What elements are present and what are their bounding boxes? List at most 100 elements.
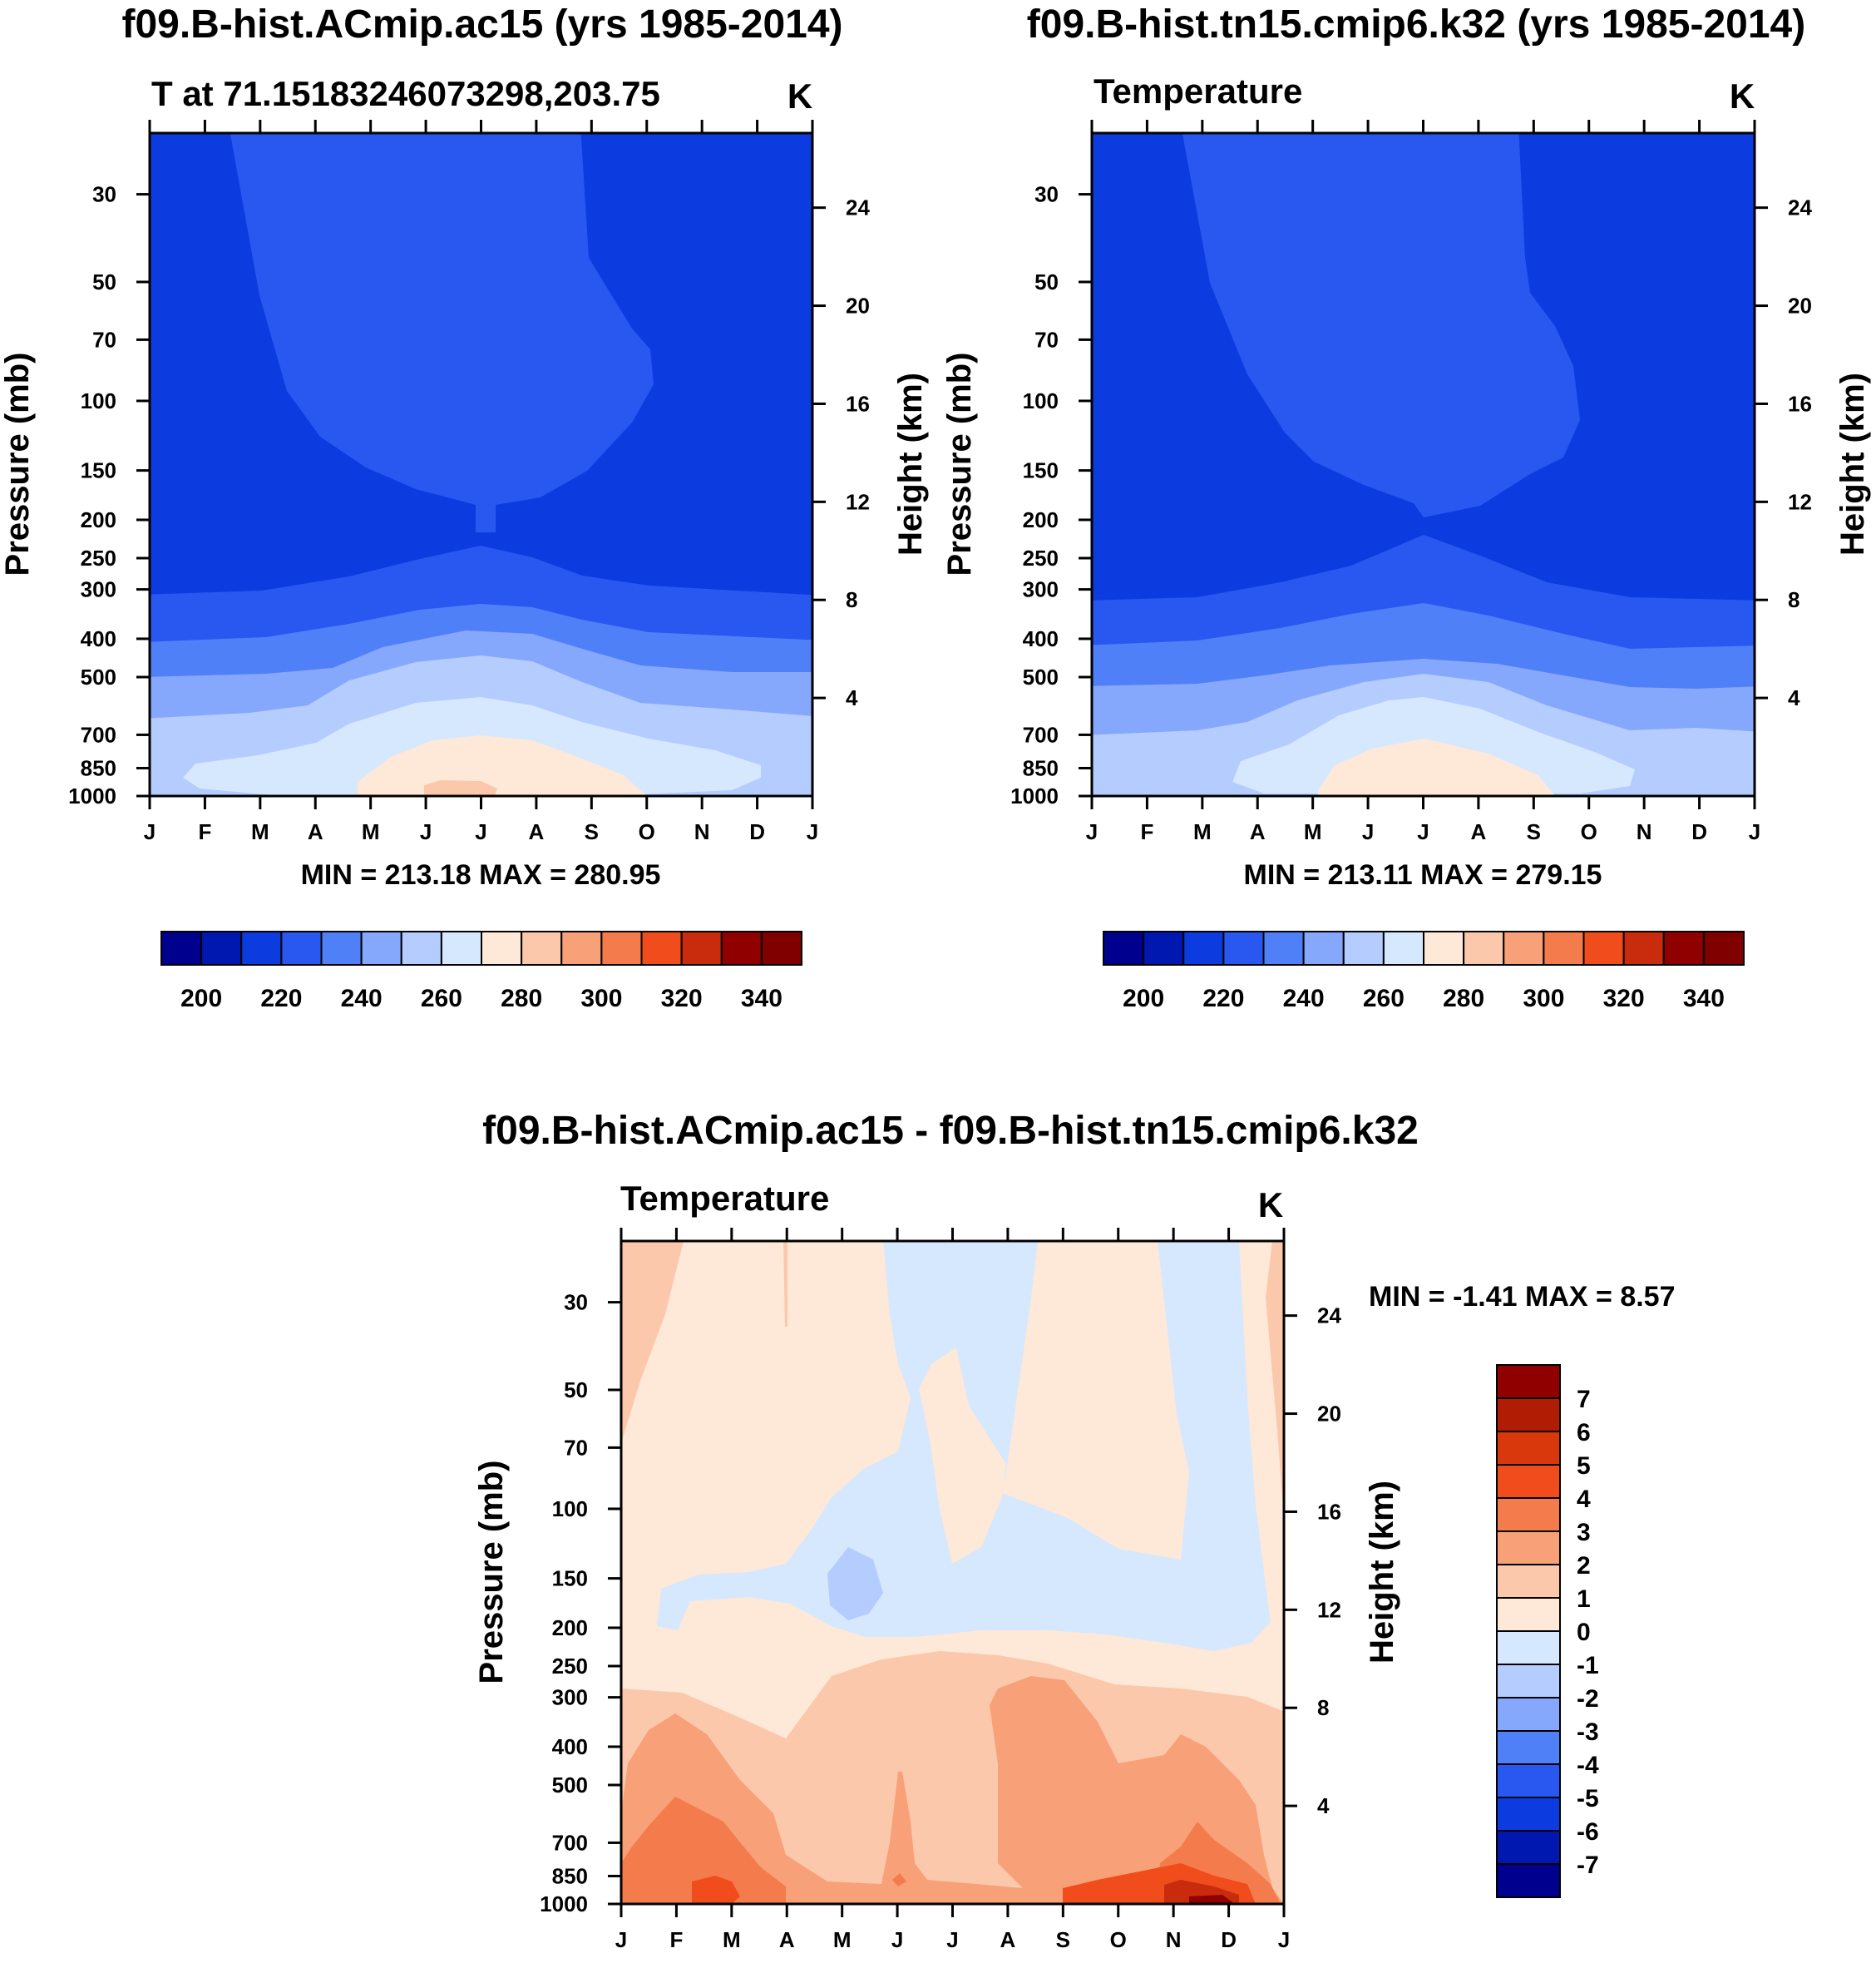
panel-3: f09.B-hist.ACmip.ac15 - f09.B-hist.tn15.… <box>473 1109 1676 1952</box>
colorbar-box <box>1496 1431 1561 1466</box>
x-tick-label: J <box>420 819 432 844</box>
colorbar-label: 7 <box>1577 1386 1591 1413</box>
pressure-tick-label: 150 <box>1023 458 1059 483</box>
colorbar-box <box>1103 931 1145 966</box>
colorbar-label: 4 <box>1577 1486 1591 1513</box>
colorbar-box <box>360 931 402 966</box>
height-tick-label: 12 <box>1317 1597 1341 1622</box>
panel-2-subtitle: Temperature <box>1094 72 1302 111</box>
pressure-tick-label: 500 <box>552 1773 588 1797</box>
height-tick-label: 8 <box>1788 587 1799 612</box>
x-tick-label: N <box>1166 1927 1182 1952</box>
panel-3-top-ticks <box>620 1228 1286 1241</box>
x-tick-label: O <box>639 819 655 844</box>
colorbar-box <box>1496 1797 1561 1832</box>
colorbar-label: 200 <box>1123 985 1164 1012</box>
height-tick-label: 12 <box>1788 489 1812 514</box>
panel-1-subtitle: T at 71.15183246073298,203.75 <box>151 74 660 113</box>
colorbar-label: 340 <box>1683 985 1725 1012</box>
pressure-tick-label: 400 <box>81 626 116 651</box>
x-tick-label: F <box>198 819 211 844</box>
colorbar-box <box>240 931 283 966</box>
colorbar-label: 260 <box>421 985 462 1012</box>
panel-1-top-ticks <box>148 120 814 133</box>
colorbar-label: 320 <box>661 985 703 1012</box>
panel-3-band-neg1-0 <box>657 1241 1271 1651</box>
colorbar-label: 240 <box>341 985 383 1012</box>
pressure-tick-label: 30 <box>564 1290 588 1315</box>
colorbar-label: -2 <box>1577 1685 1599 1713</box>
colorbar-box <box>1342 931 1385 966</box>
x-tick-label: A <box>1000 1927 1016 1952</box>
height-tick-label: 8 <box>846 587 857 612</box>
colorbar-label: 300 <box>1523 985 1564 1012</box>
x-tick-label: F <box>1140 819 1153 844</box>
colorbar-box <box>320 931 363 966</box>
panel-2-height-ticks: 24 20 16 12 8 4 <box>1755 195 1812 710</box>
colorbar-label: -1 <box>1577 1652 1599 1679</box>
colorbar-box <box>1496 1664 1561 1698</box>
colorbar-label: 5 <box>1577 1452 1591 1480</box>
panel-2-y-label-right: Height (km) <box>1834 373 1871 556</box>
colorbar-label: -3 <box>1577 1718 1599 1746</box>
x-tick-label: A <box>308 819 323 844</box>
colorbar-label: 280 <box>1443 985 1484 1012</box>
colorbar-label: -4 <box>1577 1752 1599 1779</box>
height-tick-label: 8 <box>1317 1695 1329 1720</box>
panel-1-y-label: Pressure (mb) <box>0 353 36 576</box>
x-tick-label: J <box>1086 819 1098 844</box>
x-tick-label: S <box>1527 819 1541 844</box>
colorbar-box <box>1302 931 1345 966</box>
height-tick-label: 12 <box>846 489 870 514</box>
x-tick-label: A <box>1471 819 1487 844</box>
panel-2-band-280 <box>1318 739 1555 796</box>
colorbar-box <box>1496 1830 1561 1865</box>
x-tick-label: J <box>1362 819 1374 844</box>
height-tick-label: 16 <box>846 391 870 416</box>
colorbar-box <box>760 931 802 966</box>
pressure-tick-label: 30 <box>92 182 116 207</box>
colorbar-box <box>1503 931 1545 966</box>
panel-1-contours <box>150 133 812 796</box>
colorbar-label: 0 <box>1577 1619 1591 1646</box>
pressure-tick-label: 1000 <box>540 1891 588 1916</box>
height-tick-label: 4 <box>1317 1793 1330 1818</box>
panel-2-pressure-ticks: 30 50 70 100 150 200 250 300 400 500 700 850 1000 <box>1010 182 1092 808</box>
pressure-tick-label: 50 <box>564 1377 588 1402</box>
pressure-tick-label: 850 <box>1023 755 1059 780</box>
colorbar-box <box>160 931 203 966</box>
colorbar-label: -6 <box>1577 1818 1599 1846</box>
pressure-tick-label: 250 <box>552 1654 588 1679</box>
colorbar-label: 240 <box>1283 985 1325 1012</box>
x-tick-label: N <box>1637 819 1652 844</box>
colorbar-label: 220 <box>260 985 302 1012</box>
panel-3-band-4-5 <box>692 1863 1256 1904</box>
colorbar-box <box>1496 1630 1561 1665</box>
pressure-tick-label: 250 <box>1023 546 1059 571</box>
panel-3-subtitle: Temperature <box>620 1179 829 1218</box>
colorbar-box <box>521 931 563 966</box>
x-tick-label: S <box>1056 1927 1070 1952</box>
x-tick-label: J <box>615 1927 627 1952</box>
x-tick-label: M <box>1304 819 1322 844</box>
height-tick-label: 16 <box>1317 1499 1341 1524</box>
colorbar-box <box>400 931 442 966</box>
pressure-tick-label: 100 <box>81 388 116 413</box>
x-tick-label: M <box>833 1927 852 1952</box>
pressure-tick-label: 500 <box>81 665 116 690</box>
colorbar-box <box>1222 931 1265 966</box>
pressure-tick-label: 70 <box>92 327 116 352</box>
colorbar-box <box>1662 931 1705 966</box>
colorbar-box <box>200 931 243 966</box>
height-tick-label: 16 <box>1788 391 1812 416</box>
x-tick-label: A <box>529 819 545 844</box>
colorbar-box <box>1582 931 1625 966</box>
colorbar-label: -7 <box>1577 1852 1599 1879</box>
pressure-tick-label: 1000 <box>1010 784 1059 808</box>
panel-1-units: K <box>787 77 812 116</box>
colorbar-box <box>1496 1564 1561 1599</box>
panel-3-band-2-3 <box>621 1676 1284 1904</box>
